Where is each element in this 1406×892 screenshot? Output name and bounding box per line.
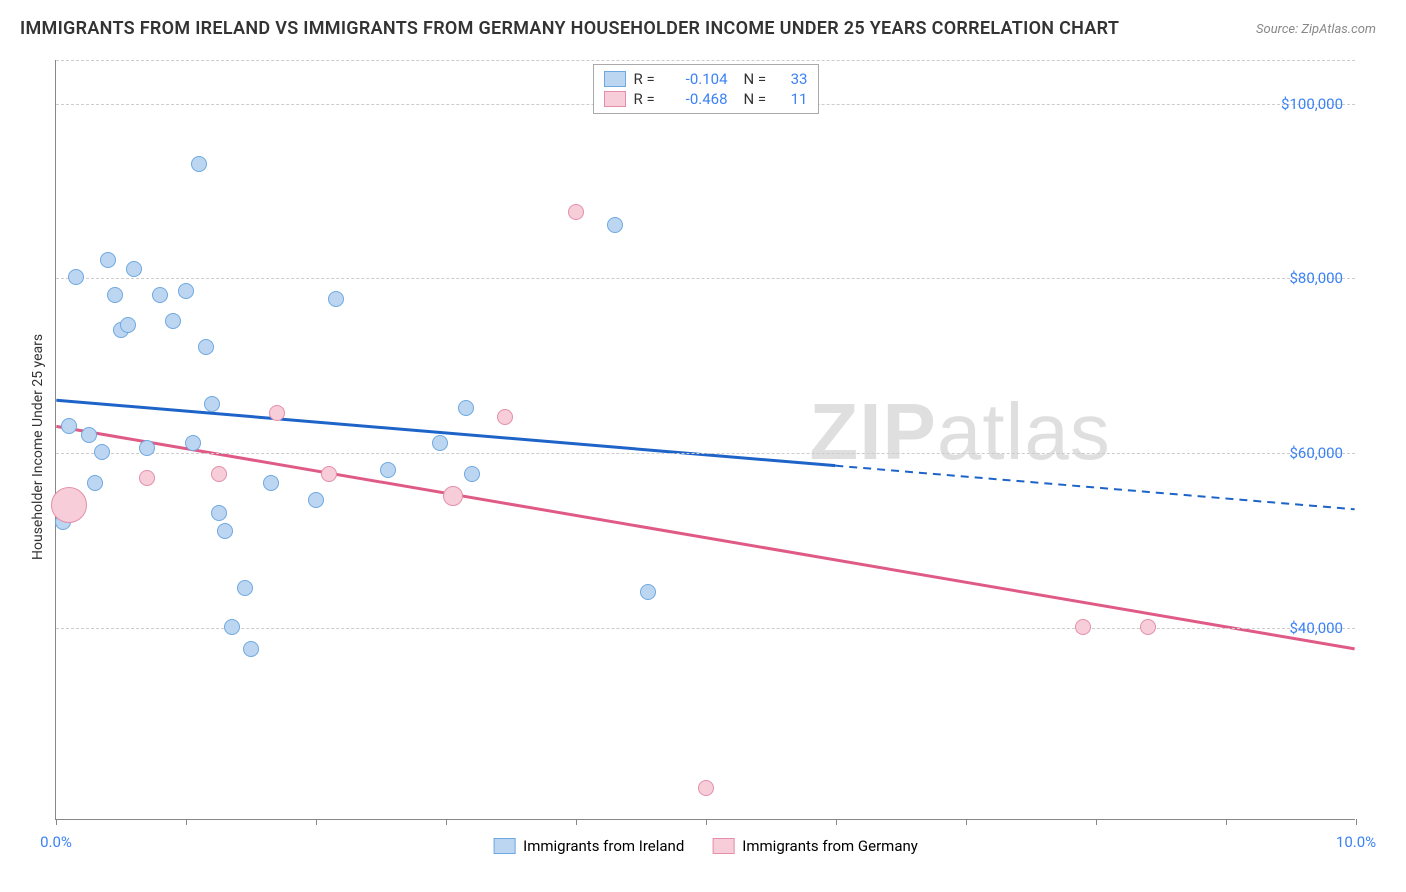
data-point-ireland [243, 641, 259, 657]
data-point-germany [568, 204, 584, 220]
r-label: R = [634, 70, 662, 88]
data-point-ireland [464, 466, 480, 482]
data-point-ireland [328, 291, 344, 307]
data-point-ireland [640, 584, 656, 600]
data-point-ireland [432, 435, 448, 451]
legend-row-germany: R = -0.468 N = 11 [604, 89, 808, 109]
data-point-ireland [152, 287, 168, 303]
r-value: -0.468 [670, 90, 728, 108]
data-point-ireland [165, 313, 181, 329]
trend-lines-layer [56, 60, 1355, 819]
data-point-ireland [178, 283, 194, 299]
data-point-ireland [308, 492, 324, 508]
legend-row-ireland: R = -0.104 N = 33 [604, 69, 808, 89]
y-tick-label: $60,000 [1289, 444, 1343, 462]
trend-line-dash-ireland [835, 466, 1354, 510]
data-point-ireland [185, 435, 201, 451]
x-tick [446, 819, 447, 825]
data-point-ireland [217, 523, 233, 539]
data-point-ireland [81, 427, 97, 443]
data-point-germany [211, 466, 227, 482]
y-tick-label: $80,000 [1289, 269, 1343, 287]
data-point-ireland [94, 444, 110, 460]
data-point-ireland [61, 418, 77, 434]
data-point-germany [321, 466, 337, 482]
y-axis-label: Householder Income Under 25 years [30, 334, 46, 560]
correlation-legend: R = -0.104 N = 33 R = -0.468 N = 11 [593, 64, 819, 114]
x-tick-label: 10.0% [1336, 833, 1376, 851]
legend-label: Immigrants from Germany [742, 837, 918, 855]
data-point-germany [139, 470, 155, 486]
data-point-ireland [380, 462, 396, 478]
legend-item-ireland: Immigrants from Ireland [493, 837, 684, 855]
data-point-ireland [126, 261, 142, 277]
data-point-ireland [263, 475, 279, 491]
trend-line-germany [56, 426, 1354, 648]
source-attribution: Source: ZipAtlas.com [1256, 22, 1376, 37]
n-value: 11 [780, 90, 808, 108]
legend-swatch [604, 71, 626, 87]
n-value: 33 [780, 70, 808, 88]
data-point-ireland [224, 619, 240, 635]
data-point-ireland [68, 269, 84, 285]
data-point-germany [1075, 619, 1091, 635]
gridline-h [56, 628, 1355, 629]
data-point-germany [497, 409, 513, 425]
data-point-ireland [204, 396, 220, 412]
legend-item-germany: Immigrants from Germany [712, 837, 918, 855]
data-point-ireland [87, 475, 103, 491]
x-tick [186, 819, 187, 825]
x-tick [836, 819, 837, 825]
x-tick-label: 0.0% [40, 833, 72, 851]
data-point-germany [443, 486, 463, 506]
data-point-ireland [120, 317, 136, 333]
gridline-h [56, 60, 1355, 61]
legend-label: Immigrants from Ireland [523, 837, 684, 855]
x-tick [1226, 819, 1227, 825]
r-value: -0.104 [670, 70, 728, 88]
data-point-ireland [191, 156, 207, 172]
data-point-germany [269, 405, 285, 421]
data-point-ireland [100, 252, 116, 268]
watermark: ZIPatlas [809, 386, 1110, 478]
scatter-plot-area: R =-0.104N =33R =-0.468N =11 ZIPatlas Im… [55, 60, 1355, 820]
data-point-ireland [139, 440, 155, 456]
x-tick [576, 819, 577, 825]
r-label: R = [634, 90, 662, 108]
series-legend: Immigrants from Ireland Immigrants from G… [493, 837, 918, 855]
legend-swatch [604, 91, 626, 107]
x-tick [316, 819, 317, 825]
gridline-h [56, 453, 1355, 454]
x-tick [56, 819, 57, 825]
y-tick-label: $40,000 [1289, 619, 1343, 637]
data-point-ireland [198, 339, 214, 355]
data-point-germany [1140, 619, 1156, 635]
chart-title: IMMIGRANTS FROM IRELAND VS IMMIGRANTS FR… [20, 18, 1119, 39]
data-point-ireland [237, 580, 253, 596]
y-tick-label: $100,000 [1281, 95, 1343, 113]
data-point-ireland [211, 505, 227, 521]
n-label: N = [744, 70, 772, 88]
legend-swatch [712, 838, 734, 854]
x-tick [1356, 819, 1357, 825]
x-tick [966, 819, 967, 825]
x-tick [706, 819, 707, 825]
data-point-germany [698, 780, 714, 796]
data-point-ireland [607, 217, 623, 233]
data-point-germany [51, 487, 87, 523]
data-point-ireland [458, 400, 474, 416]
n-label: N = [744, 90, 772, 108]
data-point-ireland [107, 287, 123, 303]
gridline-h [56, 278, 1355, 279]
trend-line-ireland [56, 400, 835, 465]
legend-swatch [493, 838, 515, 854]
x-tick [1096, 819, 1097, 825]
